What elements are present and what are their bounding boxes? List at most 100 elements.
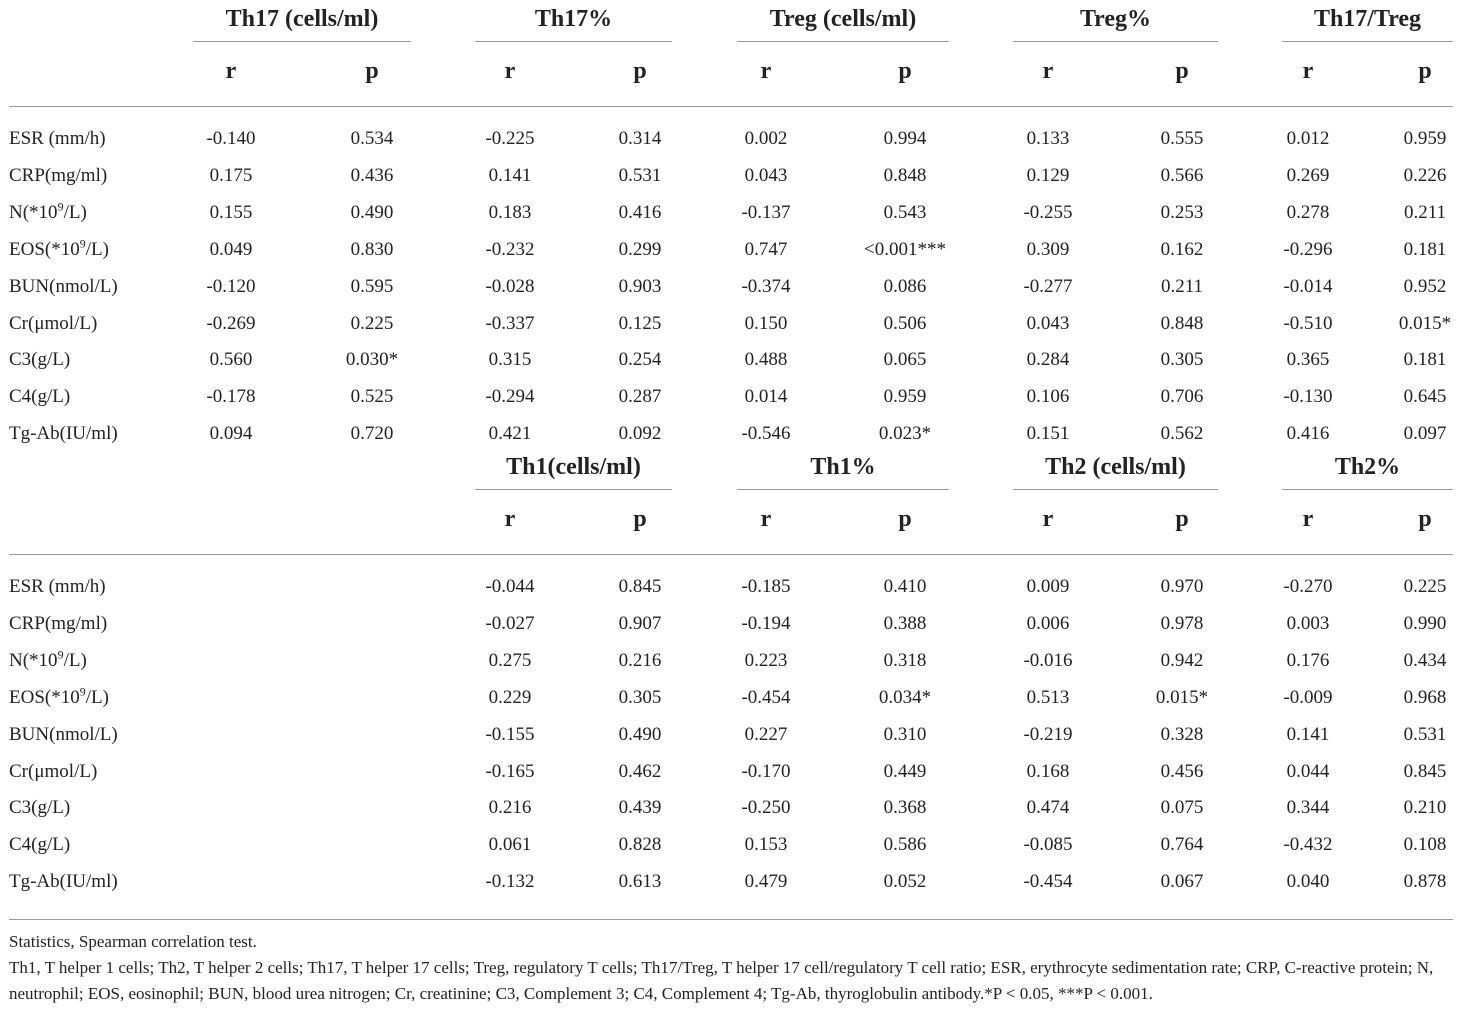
p-value-cell: 0.434 (1403, 649, 1447, 671)
p-value-cell: 0.030* (345, 349, 399, 371)
r-value-cell: -0.270 (1283, 576, 1333, 597)
r-value-cell: 0.216 (488, 797, 532, 819)
r-value-cell: 0.014 (744, 386, 788, 408)
p-value-cell: 0.978 (1160, 612, 1204, 634)
r-value-cell: 0.344 (1286, 797, 1330, 819)
group-header: Th17/Treg (1313, 6, 1422, 32)
group-underline (1013, 41, 1218, 42)
group-header: Treg% (1079, 6, 1152, 32)
group-header: Th17 (cells/ml) (225, 6, 379, 32)
r-header: r (504, 58, 516, 84)
p-value-cell: 0.086 (883, 275, 927, 297)
p-value-cell: 0.456 (1160, 760, 1204, 782)
p-value-cell: 0.720 (350, 423, 394, 445)
p-header: p (898, 506, 912, 532)
p-value-cell: 0.181 (1403, 349, 1447, 371)
p-value-cell: 0.907 (618, 612, 662, 634)
p-value-cell: 0.490 (350, 201, 394, 223)
row-label: ESR (mm/h) (9, 127, 106, 151)
r-value-cell: 0.474 (1026, 797, 1070, 819)
r-value-cell: 0.040 (1286, 871, 1330, 893)
p-value-cell: 0.562 (1160, 423, 1204, 445)
p-value-cell: 0.015* (1398, 312, 1452, 334)
r-value-cell: -0.337 (485, 312, 535, 334)
r-value-cell: -0.044 (485, 576, 535, 597)
row-label: EOS(*109/L) (9, 685, 109, 710)
p-value-cell: 0.878 (1403, 871, 1447, 893)
p-value-cell: 0.994 (883, 128, 927, 149)
row-label: C4(g/L) (9, 385, 70, 409)
p-value-cell: 0.439 (618, 797, 662, 819)
r-value-cell: -0.277 (1023, 275, 1073, 297)
p-value-cell: 0.706 (1160, 386, 1204, 408)
p-value-cell: 0.254 (618, 349, 662, 371)
r-value-cell: 0.002 (744, 128, 788, 149)
p-header: p (1175, 58, 1189, 84)
group-underline (1282, 41, 1453, 42)
r-value-cell: -0.028 (485, 275, 535, 297)
r-value-cell: -0.225 (485, 128, 535, 149)
group-header: Th1% (810, 454, 876, 480)
r-value-cell: -0.269 (206, 312, 256, 334)
row-label: CRP(mg/ml) (9, 164, 107, 188)
r-value-cell: 0.006 (1026, 612, 1070, 634)
r-value-cell: -0.185 (741, 576, 791, 597)
r-value-cell: 0.043 (744, 164, 788, 186)
r-value-cell: 0.365 (1286, 349, 1330, 371)
row-label-text: CRP(mg/ml) (9, 612, 108, 634)
r-value-cell: -0.085 (1023, 834, 1073, 856)
row-label-suffix: /L) (63, 201, 87, 223)
group-header: Treg (cells/ml) (769, 6, 917, 32)
r-value-cell: -0.130 (1283, 386, 1333, 408)
row-label-text: Cr(μmol/L) (9, 312, 98, 334)
p-value-cell: 0.555 (1160, 128, 1204, 149)
p-value-cell: 0.990 (1403, 612, 1447, 634)
p-value-cell: 0.125 (618, 312, 662, 334)
p-value-cell: 0.845 (618, 576, 662, 597)
p-value-cell: 0.531 (1403, 723, 1447, 745)
p-value-cell: 0.287 (618, 386, 662, 408)
p-value-cell: 0.328 (1160, 723, 1204, 745)
p-value-cell: 0.416 (618, 201, 662, 223)
p-value-cell: 0.534 (350, 128, 394, 149)
row-label-superscript: 9 (57, 199, 64, 214)
row-label-text: Tg-Ab(IU/ml) (9, 423, 118, 445)
p-value-cell: 0.162 (1160, 238, 1204, 260)
r-value-cell: 0.747 (744, 238, 788, 260)
r-value-cell: -0.250 (741, 797, 791, 819)
p-value-cell: 0.097 (1403, 423, 1447, 445)
row-label-suffix: /L) (85, 238, 109, 260)
r-value-cell: 0.133 (1026, 128, 1070, 149)
p-value-cell: 0.210 (1403, 797, 1447, 819)
r-value-cell: 0.513 (1026, 686, 1070, 708)
r-value-cell: 0.153 (744, 834, 788, 856)
r-value-cell: -0.132 (485, 871, 535, 893)
row-label-text: EOS(*10 (9, 238, 80, 260)
r-value-cell: -0.294 (485, 386, 535, 408)
r-value-cell: -0.120 (206, 275, 256, 297)
r-value-cell: -0.155 (485, 723, 535, 745)
row-label-superscript: 9 (57, 647, 64, 662)
r-header: r (760, 58, 772, 84)
r-value-cell: -0.374 (741, 275, 791, 297)
row-label-text: BUN(nmol/L) (9, 275, 118, 297)
r-value-cell: 0.309 (1026, 238, 1070, 260)
r-value-cell: -0.170 (741, 760, 791, 782)
r-value-cell: -0.140 (206, 128, 256, 149)
r-value-cell: 0.176 (1286, 649, 1330, 671)
r-value-cell: 0.150 (744, 312, 788, 334)
group-header: Th2% (1334, 454, 1401, 480)
group-underline (1013, 489, 1218, 490)
p-value-cell: 0.613 (618, 871, 662, 893)
r-value-cell: 0.009 (1026, 576, 1070, 597)
r-header: r (225, 58, 237, 84)
p-value-cell: 0.764 (1160, 834, 1204, 856)
r-value-cell: 0.094 (209, 423, 253, 445)
row-label-text: C3(g/L) (9, 797, 71, 819)
r-value-cell: -0.232 (485, 238, 535, 260)
row-label: Cr(μmol/L) (9, 312, 97, 336)
r-value-cell: 0.003 (1286, 612, 1330, 634)
r-value-cell: 0.012 (1286, 128, 1330, 149)
group-underline (475, 489, 672, 490)
r-value-cell: 0.229 (488, 686, 532, 708)
